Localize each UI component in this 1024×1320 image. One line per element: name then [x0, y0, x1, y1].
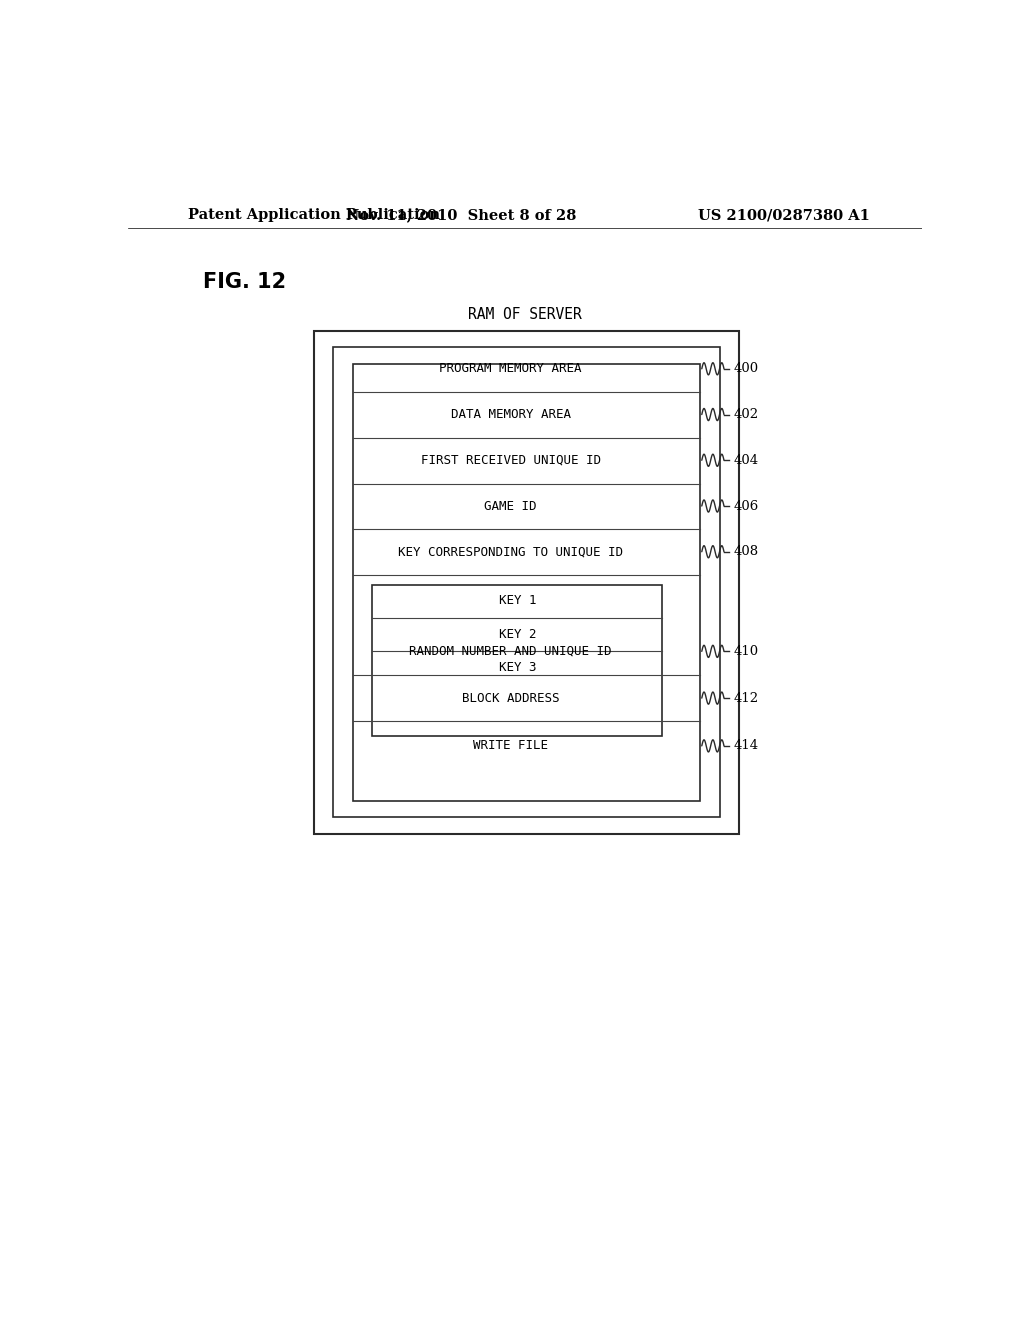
- Bar: [314, 331, 739, 834]
- Text: BLOCK ADDRESS: BLOCK ADDRESS: [462, 692, 559, 705]
- Text: 404: 404: [733, 454, 759, 467]
- Text: US 2100/0287380 A1: US 2100/0287380 A1: [698, 209, 870, 222]
- Bar: [352, 364, 700, 801]
- Text: FIG. 12: FIG. 12: [204, 272, 287, 293]
- Text: DATA MEMORY AREA: DATA MEMORY AREA: [451, 408, 570, 421]
- Text: PROGRAM MEMORY AREA: PROGRAM MEMORY AREA: [439, 362, 582, 375]
- Text: WRITE FILE: WRITE FILE: [473, 739, 548, 752]
- Text: 400: 400: [733, 362, 759, 375]
- Text: 414: 414: [733, 739, 759, 752]
- Text: RAM OF SERVER: RAM OF SERVER: [468, 308, 582, 322]
- Bar: [333, 347, 720, 817]
- Text: 412: 412: [733, 692, 759, 705]
- Text: 402: 402: [733, 408, 759, 421]
- Text: KEY 2: KEY 2: [499, 627, 536, 640]
- Bar: [373, 585, 663, 735]
- Text: RANDOM NUMBER AND UNIQUE ID: RANDOM NUMBER AND UNIQUE ID: [410, 645, 611, 657]
- Text: KEY CORRESPONDING TO UNIQUE ID: KEY CORRESPONDING TO UNIQUE ID: [398, 545, 623, 558]
- Text: Nov. 11, 2010  Sheet 8 of 28: Nov. 11, 2010 Sheet 8 of 28: [346, 209, 577, 222]
- Text: GAME ID: GAME ID: [484, 499, 537, 512]
- Text: FIRST RECEIVED UNIQUE ID: FIRST RECEIVED UNIQUE ID: [421, 454, 600, 467]
- Text: Patent Application Publication: Patent Application Publication: [187, 209, 439, 222]
- Text: 406: 406: [733, 499, 759, 512]
- Text: KEY 3: KEY 3: [499, 661, 536, 675]
- Text: 410: 410: [733, 645, 759, 657]
- Text: KEY 1: KEY 1: [499, 594, 536, 607]
- Text: 408: 408: [733, 545, 759, 558]
